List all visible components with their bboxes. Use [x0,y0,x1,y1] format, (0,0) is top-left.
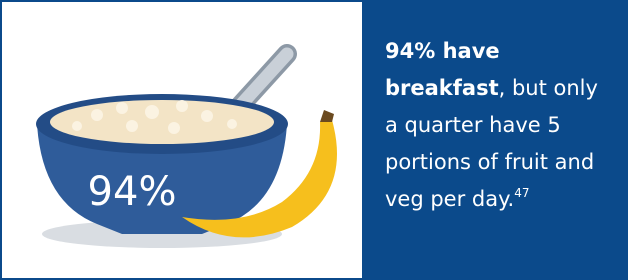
percentage-label: 94% [88,169,177,215]
message: 94% have breakfast, but only a quarter h… [385,33,610,218]
illustration-panel: 94% [0,0,362,280]
message-bold: 94% have breakfast [385,39,500,100]
footnote-ref: 47 [514,186,529,200]
message-panel: 94% have breakfast, but only a quarter h… [362,0,628,280]
infographic: 94% 94% have breakfast, but only a quart… [0,0,628,280]
banana-stem [320,110,334,122]
spoon-handle-light [238,54,287,108]
breakfast-illustration: 94% [2,2,360,278]
porridge [50,100,274,144]
